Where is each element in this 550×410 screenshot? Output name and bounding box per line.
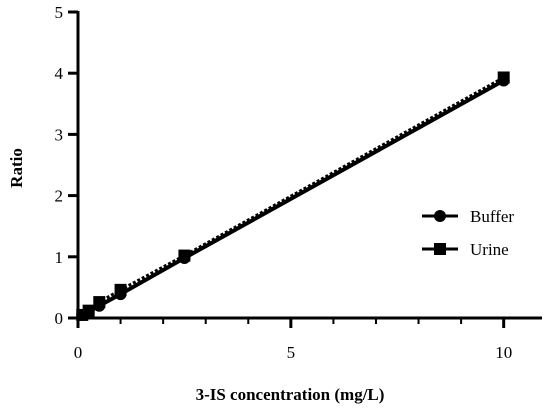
data-point-urine bbox=[178, 249, 191, 262]
legend-label: Buffer bbox=[470, 207, 514, 226]
legend-marker-square bbox=[434, 243, 446, 255]
data-point-urine bbox=[82, 304, 95, 317]
x-tick-label: 10 bbox=[495, 343, 512, 362]
legend: Buffer Urine bbox=[422, 207, 514, 259]
series-lines bbox=[81, 76, 505, 317]
legend-marker-circle bbox=[434, 210, 446, 222]
legend-item-buffer: Buffer bbox=[422, 207, 514, 226]
y-tick-label: 5 bbox=[55, 3, 64, 22]
y-tick-label: 0 bbox=[55, 309, 64, 328]
x-ticks: 0 5 10 bbox=[74, 318, 512, 362]
y-tick-label: 2 bbox=[55, 187, 64, 206]
x-tick-label: 0 bbox=[74, 343, 83, 362]
data-point-urine bbox=[497, 71, 510, 84]
data-point-urine bbox=[93, 296, 106, 309]
plot-area: 0 5 10 0 1 2 3 4 5 bbox=[55, 3, 542, 362]
series-markers bbox=[76, 71, 510, 321]
y-tick-label: 4 bbox=[55, 64, 64, 83]
y-tick-label: 1 bbox=[55, 248, 64, 267]
x-tick-label: 5 bbox=[287, 343, 296, 362]
data-point-urine bbox=[114, 283, 127, 296]
y-tick-label: 3 bbox=[55, 125, 64, 144]
series-line-buffer bbox=[81, 78, 505, 317]
y-axis-title: Ratio bbox=[7, 148, 26, 188]
legend-item-urine: Urine bbox=[422, 240, 509, 259]
x-axis-title: 3-IS concentration (mg/L) bbox=[196, 385, 385, 404]
y-ticks: 0 1 2 3 4 5 bbox=[55, 3, 78, 328]
legend-label: Urine bbox=[470, 240, 509, 259]
